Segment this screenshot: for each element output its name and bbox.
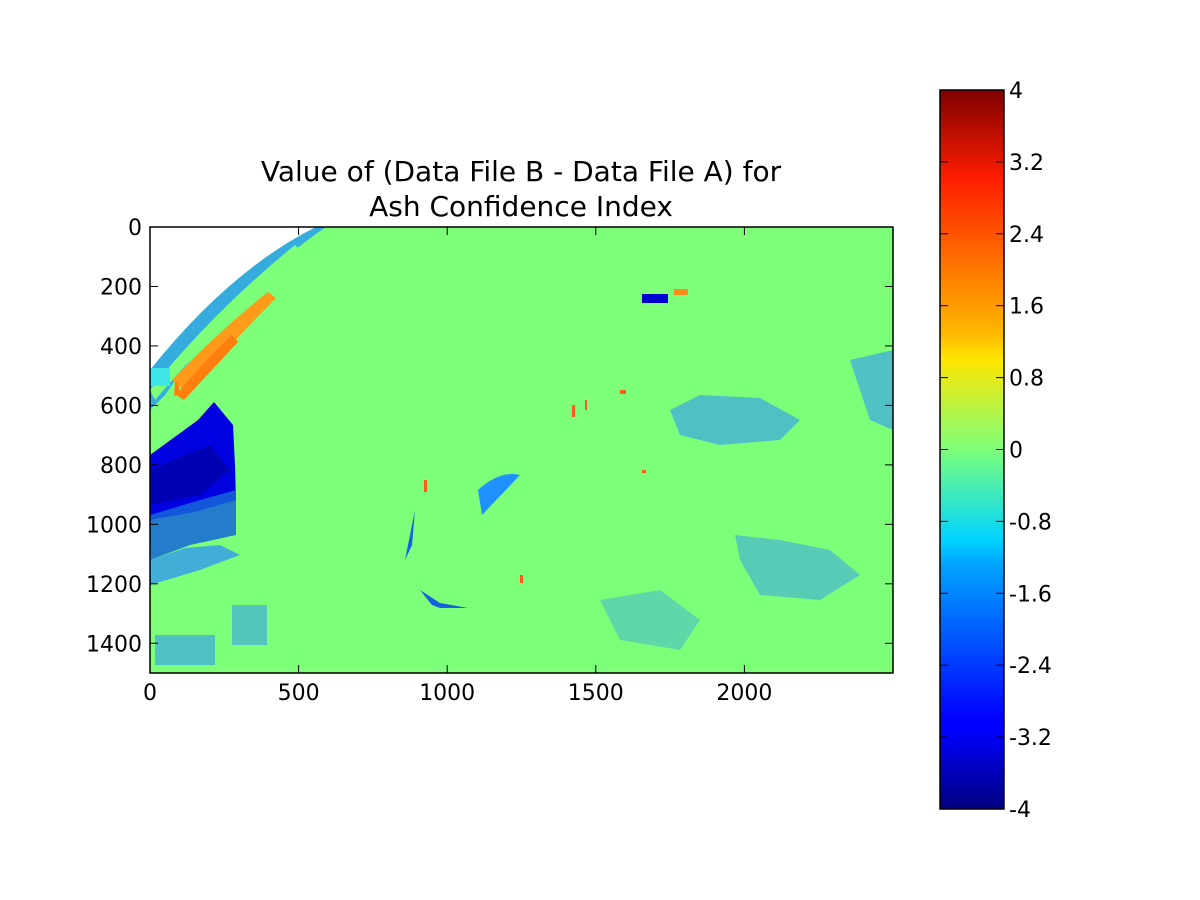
x-tick-label: 0 <box>143 681 157 706</box>
y-tick-label: 0 <box>128 216 142 241</box>
x-tick-label: 1500 <box>568 681 624 706</box>
heatmap-image <box>150 227 893 673</box>
x-tick-label: 1000 <box>419 681 475 706</box>
y-tick-label: 600 <box>100 394 142 419</box>
clouds-east <box>670 395 800 445</box>
negative-arc <box>405 510 415 560</box>
positive-blob-ne <box>674 289 688 295</box>
colorbar-tick-label: -4 <box>1009 798 1031 823</box>
colorbar-tick-label: 0.8 <box>1009 367 1044 392</box>
y-tick-label: 400 <box>100 335 142 360</box>
negative-blob-ne <box>642 294 668 303</box>
no-data-region <box>150 227 316 370</box>
x-axis: 0 500 1000 1500 2000 <box>143 227 772 706</box>
x-tick-label: 500 <box>278 681 320 706</box>
colorbar-tick-label: -0.8 <box>1009 510 1052 535</box>
y-axis: 0 200 400 600 800 1000 1200 1400 <box>86 216 893 657</box>
y-tick-label: 1400 <box>86 632 142 657</box>
colorbar-tick-label: 2.4 <box>1009 223 1044 248</box>
colorbar-tick-label: -2.4 <box>1009 654 1052 679</box>
chart-title-line-1: Value of (Data File B - Data File A) for <box>261 155 782 188</box>
chart-title-line-2: Ash Confidence Index <box>369 190 673 223</box>
colorbar-tick-label: 3.2 <box>1009 151 1044 176</box>
colorbar <box>939 89 1005 810</box>
y-tick-label: 1000 <box>86 513 142 538</box>
heatmap-background <box>150 227 893 673</box>
colorbar-ticks: 4 3.2 2.4 1.6 0.8 0 -0.8 -1.6 -2.4 -3.2 -4 <box>940 79 1052 823</box>
colorbar-tick-label: -3.2 <box>1009 726 1052 751</box>
positive-streak <box>172 292 276 392</box>
y-tick-label: 200 <box>100 275 142 300</box>
colorbar-tick-label: 0 <box>1009 439 1023 464</box>
y-tick-label: 1200 <box>86 573 142 598</box>
y-tick-label: 800 <box>100 454 142 479</box>
colorbar-tick-label: 4 <box>1009 79 1023 104</box>
plot-frame <box>149 226 894 674</box>
colorbar-tick-label: 1.6 <box>1009 295 1044 320</box>
x-tick-label: 2000 <box>716 681 772 706</box>
colorbar-tick-label: -1.6 <box>1009 582 1052 607</box>
